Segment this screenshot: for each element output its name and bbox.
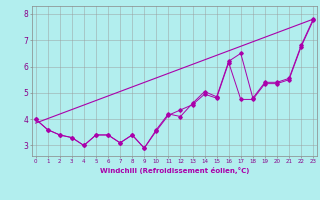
X-axis label: Windchill (Refroidissement éolien,°C): Windchill (Refroidissement éolien,°C) bbox=[100, 167, 249, 174]
